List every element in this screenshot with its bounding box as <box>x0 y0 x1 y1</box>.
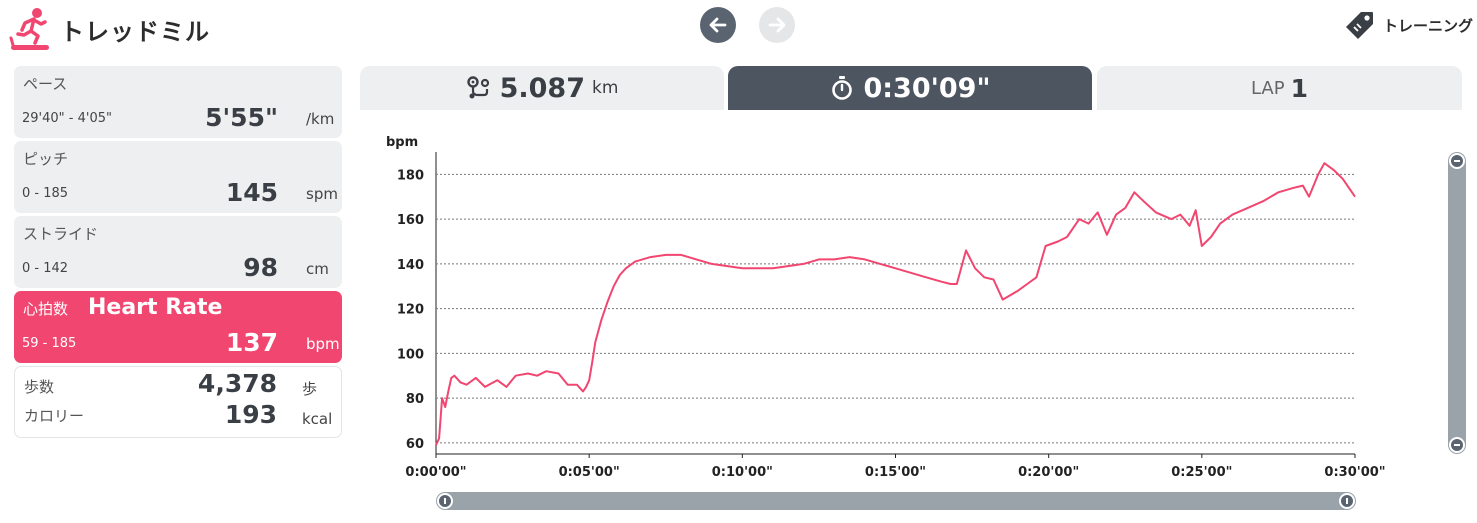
x-tick-label: 0:20'00" <box>1018 465 1079 480</box>
lap-label: LAP <box>1250 77 1285 99</box>
heart-rate-range: 59 - 185 <box>22 336 77 351</box>
y-tick-label: 100 <box>397 347 424 362</box>
tab-time[interactable]: 0:30'09" <box>728 66 1092 110</box>
x-tick-label: 0:30'00" <box>1324 465 1385 480</box>
vertical-range-slider[interactable] <box>1448 152 1466 454</box>
steps-calories-card: 歩数 4,378 歩 カロリー 193 kcal <box>14 366 342 438</box>
heart-rate-line <box>435 162 1356 446</box>
calories-unit: kcal <box>302 410 333 428</box>
heart-rate-value: 137 <box>225 328 278 357</box>
y-tick-label: 160 <box>397 213 424 228</box>
pace-unit: /km <box>306 110 335 128</box>
steps-unit: 歩 <box>302 380 318 398</box>
y-axis-label: bpm <box>386 135 418 150</box>
page-title: トレッドミル <box>60 17 210 46</box>
calories-label: カロリー <box>24 407 85 425</box>
steps-label: 歩数 <box>24 378 55 396</box>
pitch-label: ピッチ <box>23 150 69 168</box>
heart-rate-sublabel: Heart Rate <box>88 295 223 320</box>
pace-range: 29'40" - 4'05" <box>22 111 112 126</box>
pitch-value: 145 <box>225 178 278 207</box>
y-tick-label: 60 <box>406 437 424 452</box>
stride-label: ストライド <box>23 225 99 243</box>
heart-rate-chart: bpm 60 80 100 120 140 160 180 0:00'00" 0:05'00" 0:… <box>386 135 1386 480</box>
pitch-unit: spm <box>306 185 338 203</box>
training-label: トレーニング <box>1382 16 1473 35</box>
heart-rate-unit: bpm <box>306 335 340 353</box>
treadmill-runner-icon <box>9 8 49 50</box>
steps-value: 4,378 <box>197 369 277 398</box>
heart-rate-label: 心拍数 <box>23 300 69 318</box>
y-tick-label: 120 <box>397 303 424 318</box>
next-button[interactable] <box>759 7 795 43</box>
x-tick-label: 0:00'00" <box>405 465 466 480</box>
slider-handle-bottom[interactable] <box>1449 437 1465 453</box>
arrow-right-icon <box>768 17 786 33</box>
x-tick-label: 0:10'00" <box>712 465 773 480</box>
tab-distance[interactable]: 5.087 km <box>360 66 724 110</box>
x-tick-label: 0:15'00" <box>865 465 926 480</box>
stopwatch-icon <box>832 76 853 100</box>
horizontal-range-slider[interactable] <box>436 492 1356 510</box>
pace-value: 5'55" <box>205 103 278 132</box>
distance-unit: km <box>592 78 619 98</box>
previous-button[interactable] <box>700 7 736 43</box>
tag-icon <box>1345 12 1373 39</box>
time-value: 0:30'09" <box>863 72 991 104</box>
y-tick-label: 140 <box>397 258 424 273</box>
lap-value: 1 <box>1290 73 1308 103</box>
pace-card[interactable]: ペース 29'40" - 4'05" 5'55" /km <box>14 66 342 138</box>
slider-handle-left[interactable] <box>437 493 453 509</box>
route-icon <box>466 76 489 99</box>
arrow-left-icon <box>709 17 727 33</box>
app-brand: トレッドミル <box>8 6 210 52</box>
distance-value: 5.087 <box>499 72 585 104</box>
stride-value: 98 <box>243 253 278 282</box>
stride-range: 0 - 142 <box>22 261 69 276</box>
heart-rate-card[interactable]: 心拍数 Heart Rate 59 - 185 137 bpm <box>14 291 342 363</box>
stride-unit: cm <box>306 260 329 278</box>
x-tick-label: 0:25'00" <box>1171 465 1232 480</box>
pace-label: ペース <box>23 75 68 93</box>
pitch-range: 0 - 185 <box>22 186 69 201</box>
tab-lap[interactable]: LAP 1 <box>1097 66 1462 110</box>
training-button[interactable]: トレーニング <box>1345 8 1473 42</box>
slider-handle-right[interactable] <box>1339 493 1355 509</box>
x-tick-label: 0:05'00" <box>559 465 620 480</box>
slider-handle-top[interactable] <box>1449 153 1465 169</box>
y-tick-label: 180 <box>397 168 424 183</box>
y-tick-label: 80 <box>406 392 424 407</box>
stride-card[interactable]: ストライド 0 - 142 98 cm <box>14 216 342 288</box>
pitch-card[interactable]: ピッチ 0 - 185 145 spm <box>14 141 342 213</box>
calories-value: 193 <box>224 400 277 429</box>
